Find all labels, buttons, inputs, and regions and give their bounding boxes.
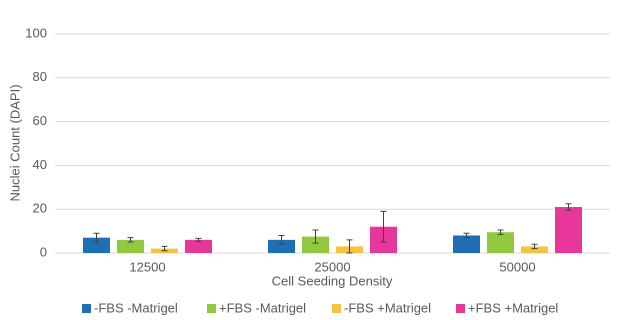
x-axis-label: Cell Seeding Density <box>272 273 393 288</box>
error-bar <box>565 203 572 211</box>
error-bar <box>161 245 168 252</box>
bar <box>117 239 144 253</box>
bar <box>185 239 212 253</box>
legend-label: -FBS -Matrigel <box>94 300 178 315</box>
legend-swatch <box>82 304 91 313</box>
error-bar <box>380 210 387 243</box>
error-bar <box>312 229 319 244</box>
error-bar <box>531 243 538 250</box>
bar <box>453 235 480 253</box>
y-tick-label: 40 <box>33 157 47 172</box>
bar <box>521 246 548 253</box>
error-bar <box>278 234 285 245</box>
error-bar <box>497 229 504 235</box>
legend-label: +FBS +Matrigel <box>468 300 558 315</box>
y-tick-label: 0 <box>40 244 47 259</box>
error-bar <box>195 237 202 242</box>
error-bar <box>346 239 353 254</box>
legend-label: -FBS +Matrigel <box>344 300 431 315</box>
legend-swatch <box>332 304 341 313</box>
y-axis-label: Nuclei Count (DAPI) <box>7 84 22 201</box>
y-tick-label: 60 <box>33 113 47 128</box>
bar <box>302 236 329 253</box>
x-tick-label: 12500 <box>129 259 165 274</box>
error-bar <box>463 232 470 239</box>
bar <box>555 207 582 253</box>
error-bar <box>93 232 100 243</box>
y-tick-label: 80 <box>33 69 47 84</box>
bar <box>268 239 295 253</box>
bar <box>487 232 514 253</box>
x-tick-label: 25000 <box>314 259 350 274</box>
y-tick-label: 100 <box>25 25 47 40</box>
y-tick-label: 20 <box>33 201 47 216</box>
legend-swatch <box>456 304 465 313</box>
bar <box>83 237 110 253</box>
legend-label: +FBS -Matrigel <box>219 300 306 315</box>
legend-swatch <box>207 304 216 313</box>
error-bar <box>127 237 134 243</box>
x-tick-label: 50000 <box>499 259 535 274</box>
